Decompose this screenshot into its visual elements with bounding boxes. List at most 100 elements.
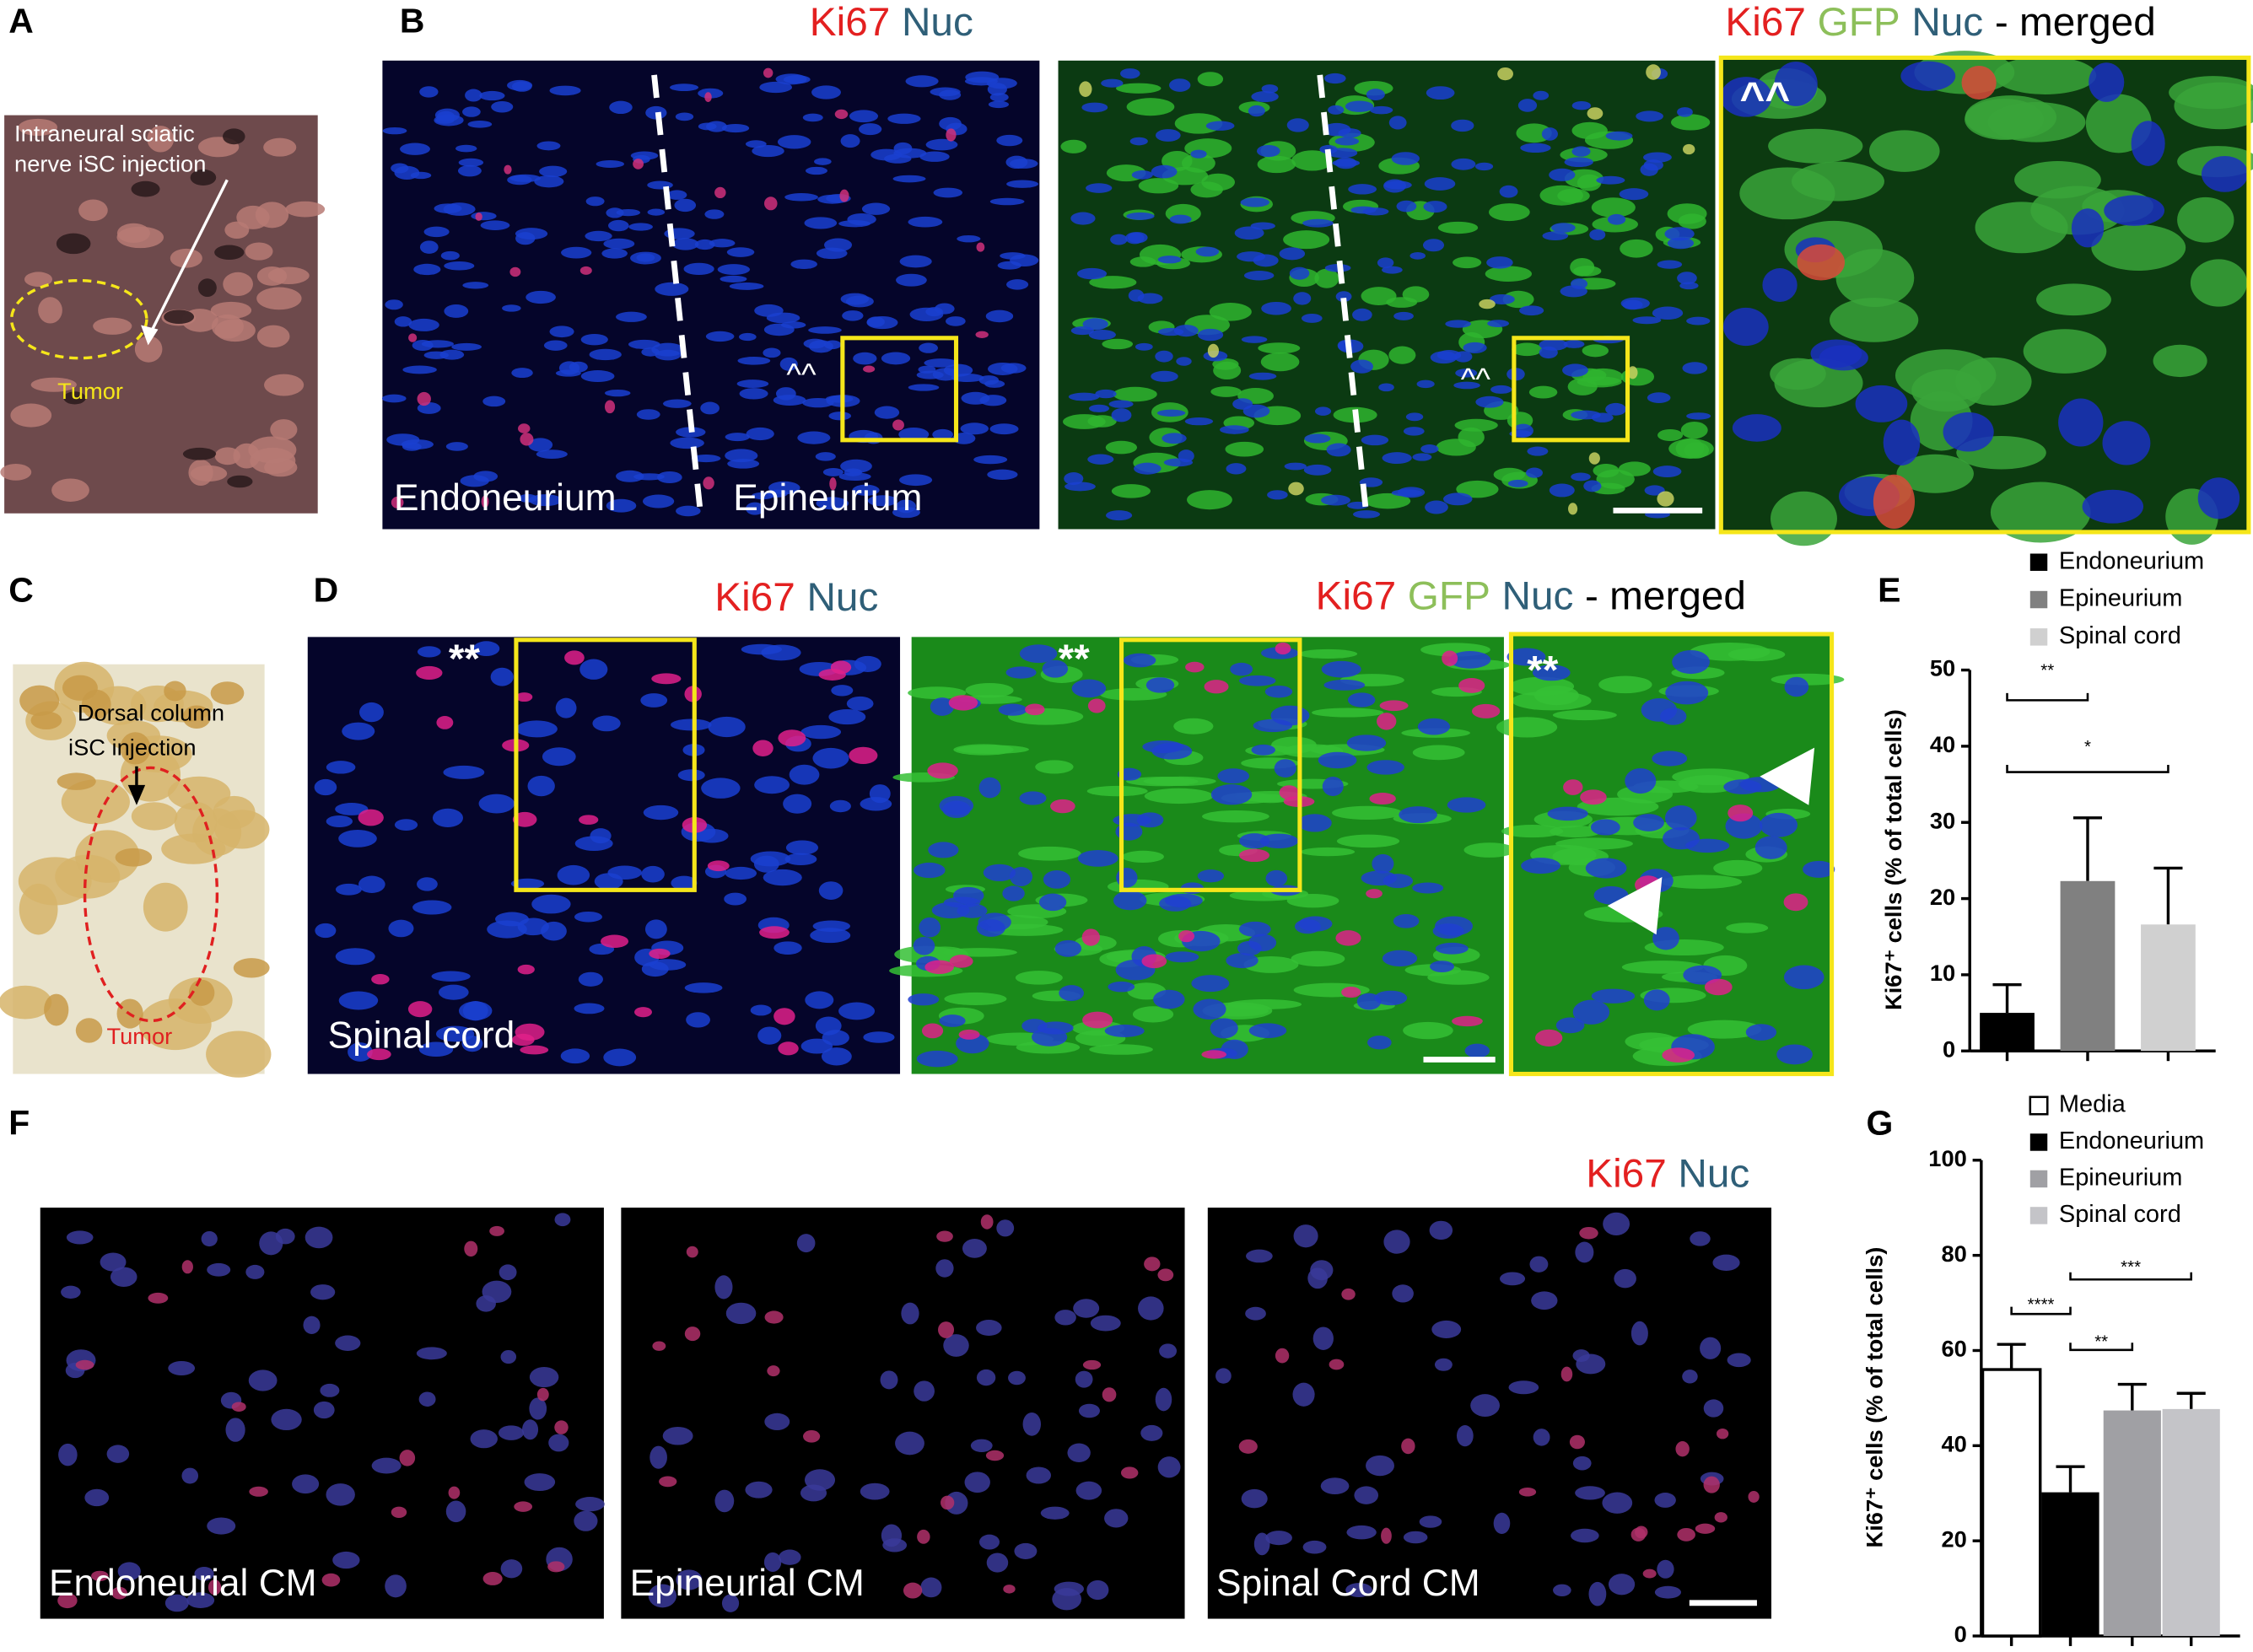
cell xyxy=(335,948,375,966)
cell xyxy=(1667,203,1707,224)
cell xyxy=(1088,404,1110,412)
cell xyxy=(416,665,443,680)
cell xyxy=(575,1497,605,1512)
cell xyxy=(382,126,407,135)
cell xyxy=(815,452,836,461)
cell xyxy=(1657,1559,1674,1579)
cell xyxy=(659,1476,677,1488)
cell xyxy=(514,1501,533,1512)
cell xyxy=(504,164,512,175)
cell xyxy=(1516,123,1552,143)
cell xyxy=(1347,692,1376,708)
cell xyxy=(413,263,441,276)
cell xyxy=(779,1549,801,1565)
cell xyxy=(784,853,817,866)
cell xyxy=(1402,286,1430,303)
cell xyxy=(394,165,420,180)
cell xyxy=(648,1584,676,1608)
cell xyxy=(1059,985,1085,1002)
cell xyxy=(359,702,384,723)
significance-bracket xyxy=(2006,692,2089,702)
cell xyxy=(1427,970,1490,985)
cell xyxy=(956,745,1029,754)
cell xyxy=(444,304,469,318)
significance-label: ** xyxy=(2094,1332,2108,1352)
label: ^^ xyxy=(786,357,817,392)
cell xyxy=(2023,329,2107,374)
cell xyxy=(592,715,621,732)
cell xyxy=(1190,149,1207,159)
cell xyxy=(164,1594,189,1612)
cell xyxy=(1430,961,1454,973)
cell xyxy=(1178,930,1195,943)
cell xyxy=(394,819,418,831)
cell xyxy=(1873,474,1916,530)
cell xyxy=(231,1402,246,1412)
cell xyxy=(608,219,629,232)
cell xyxy=(729,283,764,290)
panel-title: Ki67 Nuc xyxy=(1586,1151,1749,1196)
bar xyxy=(2141,924,2196,1052)
cell xyxy=(1417,718,1451,735)
cell xyxy=(1429,1220,1453,1240)
cell xyxy=(1134,462,1162,475)
cell xyxy=(1038,1021,1074,1035)
cell xyxy=(745,1481,773,1499)
cell xyxy=(1345,1583,1372,1598)
cell xyxy=(580,333,608,346)
cell xyxy=(1095,389,1117,399)
cell xyxy=(190,169,217,186)
cell xyxy=(1345,100,1374,112)
cell xyxy=(628,223,653,231)
cell xyxy=(705,331,735,342)
cell xyxy=(371,1457,402,1474)
cell xyxy=(2089,62,2125,102)
cell xyxy=(1366,1455,1394,1477)
cell xyxy=(1630,1321,1648,1346)
cell xyxy=(958,1029,980,1040)
cell xyxy=(511,81,532,92)
cell xyxy=(225,1418,245,1442)
cell xyxy=(1487,320,1509,328)
cell xyxy=(10,403,52,428)
cell xyxy=(1659,708,1687,725)
cell xyxy=(1116,83,1162,94)
cell xyxy=(402,365,437,374)
cell xyxy=(224,221,250,239)
cell xyxy=(515,720,558,738)
cell xyxy=(1716,1428,1729,1439)
cell xyxy=(391,1506,407,1518)
cell xyxy=(1067,1443,1091,1463)
cell xyxy=(1365,492,1411,509)
cell xyxy=(554,1213,571,1227)
cell xyxy=(1157,327,1184,336)
cell xyxy=(899,474,933,487)
cell xyxy=(601,934,629,948)
cell xyxy=(394,316,412,327)
cell xyxy=(1621,961,1705,974)
cell xyxy=(1239,833,1270,849)
cell xyxy=(684,1326,701,1342)
cell xyxy=(701,778,741,799)
cell xyxy=(481,495,489,509)
cell xyxy=(1042,659,1069,678)
cell xyxy=(908,993,940,1006)
cell xyxy=(1350,206,1377,214)
cell xyxy=(2177,196,2234,243)
cell xyxy=(1126,98,1175,116)
cell xyxy=(676,1569,703,1590)
cell xyxy=(1493,1512,1511,1535)
cell xyxy=(821,1047,852,1066)
cell xyxy=(1141,954,1167,969)
cell xyxy=(1241,1488,1268,1509)
cell xyxy=(1353,510,1381,519)
cell xyxy=(1471,703,1501,718)
cell xyxy=(417,391,431,406)
cell xyxy=(499,1264,517,1281)
cell xyxy=(839,189,849,202)
cell xyxy=(978,912,1011,932)
cell xyxy=(1238,1439,1258,1454)
cell xyxy=(1664,805,1697,831)
label: Endoneurial CM xyxy=(49,1563,317,1604)
cell xyxy=(438,984,469,1000)
